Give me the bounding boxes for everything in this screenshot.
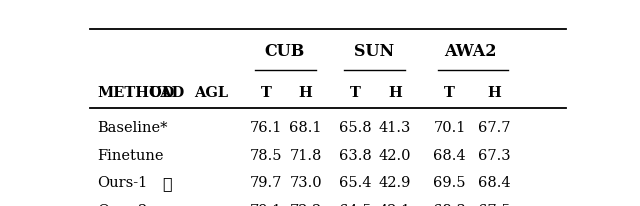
- Text: 69.5: 69.5: [433, 176, 466, 190]
- Text: 72.2: 72.2: [289, 203, 322, 206]
- Text: SUN: SUN: [354, 43, 394, 60]
- Text: 73.0: 73.0: [289, 176, 322, 190]
- Text: 67.5: 67.5: [478, 203, 511, 206]
- Text: 79.7: 79.7: [250, 176, 282, 190]
- Text: UAD: UAD: [148, 85, 185, 99]
- Text: 70.1: 70.1: [433, 120, 466, 134]
- Text: ✓: ✓: [207, 202, 216, 206]
- Text: T: T: [444, 85, 455, 99]
- Text: Finetune: Finetune: [97, 148, 164, 162]
- Text: T: T: [260, 85, 271, 99]
- Text: 68.1: 68.1: [289, 120, 322, 134]
- Text: AGL: AGL: [195, 85, 228, 99]
- Text: 71.8: 71.8: [289, 148, 322, 162]
- Text: 63.8: 63.8: [339, 148, 372, 162]
- Text: 68.3: 68.3: [433, 203, 466, 206]
- Text: 42.9: 42.9: [379, 176, 411, 190]
- Text: 42.1: 42.1: [379, 203, 411, 206]
- Text: Ours-1: Ours-1: [97, 176, 148, 190]
- Text: 68.4: 68.4: [433, 148, 466, 162]
- Text: Ours-2: Ours-2: [97, 203, 148, 206]
- Text: 67.7: 67.7: [478, 120, 511, 134]
- Text: 64.5: 64.5: [339, 203, 372, 206]
- Text: METHOD: METHOD: [97, 85, 175, 99]
- Text: ✓: ✓: [162, 174, 172, 191]
- Text: T: T: [350, 85, 361, 99]
- Text: H: H: [388, 85, 402, 99]
- Text: 79.1: 79.1: [250, 203, 282, 206]
- Text: 68.4: 68.4: [478, 176, 511, 190]
- Text: 41.3: 41.3: [379, 120, 411, 134]
- Text: H: H: [299, 85, 312, 99]
- Text: 78.5: 78.5: [250, 148, 282, 162]
- Text: AWA2: AWA2: [445, 43, 497, 60]
- Text: 65.8: 65.8: [339, 120, 372, 134]
- Text: 65.4: 65.4: [339, 176, 372, 190]
- Text: 67.3: 67.3: [478, 148, 511, 162]
- Text: CUB: CUB: [265, 43, 305, 60]
- Text: 42.0: 42.0: [379, 148, 412, 162]
- Text: Baseline*: Baseline*: [97, 120, 168, 134]
- Text: H: H: [487, 85, 501, 99]
- Text: 76.1: 76.1: [250, 120, 282, 134]
